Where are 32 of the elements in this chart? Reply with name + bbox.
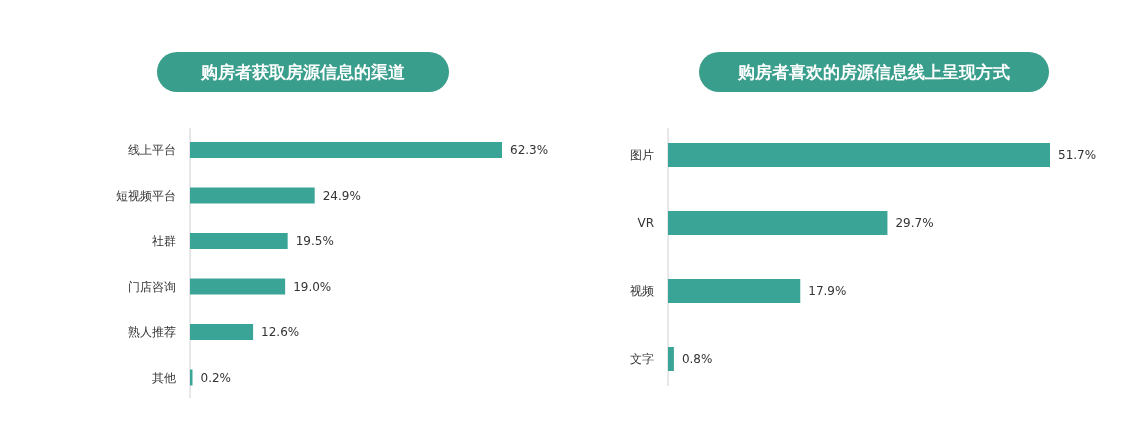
- data-label: 51.7%: [1058, 148, 1097, 163]
- bar: [668, 211, 888, 235]
- bar: [190, 142, 502, 158]
- chart-title: 购房者喜欢的房源信息线上呈现方式: [737, 62, 1010, 82]
- data-label: 62.3%: [510, 143, 549, 158]
- y-tick-label: 门店咨询: [128, 279, 176, 294]
- data-label: 0.8%: [681, 352, 713, 367]
- data-label: 19.0%: [293, 279, 332, 294]
- bar: [190, 278, 286, 295]
- data-label: 17.9%: [808, 284, 847, 299]
- bar: [190, 187, 315, 204]
- data-label: 19.5%: [295, 234, 334, 249]
- bar: [668, 143, 1050, 167]
- y-tick-label: 社群: [152, 234, 176, 249]
- y-tick-label: 文字: [630, 352, 654, 367]
- data-label: 0.2%: [200, 370, 231, 385]
- bar: [190, 369, 193, 386]
- bar: [668, 279, 801, 303]
- y-tick-label: VR: [637, 216, 654, 231]
- bar: [190, 233, 288, 249]
- data-label: 29.7%: [895, 216, 934, 231]
- y-tick-label: 图片: [630, 148, 654, 163]
- bar: [668, 347, 674, 371]
- bar: [190, 324, 254, 340]
- data-label: 12.6%: [261, 325, 300, 340]
- chart-title: 购房者获取房源信息的渠道: [200, 62, 405, 82]
- y-tick-label: 熟人推荐: [128, 325, 176, 340]
- data-label: 24.9%: [322, 188, 361, 203]
- y-tick-label: 视频: [630, 284, 654, 299]
- y-tick-label: 其他: [152, 370, 176, 385]
- y-tick-label: 线上平台: [128, 143, 176, 158]
- y-tick-label: 短视频平台: [116, 188, 176, 203]
